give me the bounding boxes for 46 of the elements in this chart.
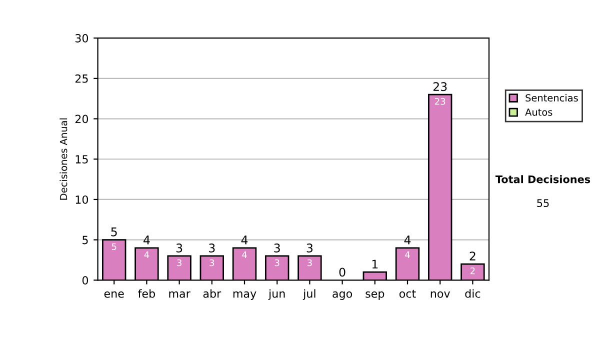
x-tick-label: ene [104, 291, 124, 298]
y-tick-label: 15 [76, 155, 88, 164]
x-tick-label: sep [366, 291, 384, 300]
total-label: 23 [433, 82, 447, 92]
data-label: 4 [242, 251, 247, 258]
x-tick-label: nov [430, 291, 450, 298]
data-label: 23 [435, 98, 446, 105]
total-label: 1 [372, 260, 378, 268]
y-tick-label: 25 [75, 74, 88, 83]
legend-label: Autos [525, 108, 552, 116]
total-label: 3 [274, 244, 280, 252]
data-label: 3 [308, 259, 312, 266]
total-label: 4 [241, 236, 248, 244]
data-label: 5 [112, 243, 116, 250]
x-tick-label: mar [169, 291, 190, 298]
y-tick-label: 10 [76, 195, 88, 204]
y-tick-label: 20 [75, 114, 88, 124]
x-tick-label: abr [203, 289, 222, 298]
x-tick-label: may [233, 291, 256, 300]
x-tick-label: feb [138, 289, 155, 298]
data-label: 3 [274, 259, 280, 266]
total-label: 3 [306, 244, 313, 252]
y-axis-title: Decisiones Anual [60, 118, 68, 200]
x-tick-label: jun [268, 289, 285, 300]
data-label: 3 [210, 259, 214, 266]
x-tick-label: oct [399, 290, 416, 298]
total-label: 4 [144, 236, 150, 244]
data-label: 4 [144, 251, 150, 258]
total-label: 2 [470, 252, 476, 260]
total-label: 3 [176, 244, 182, 252]
y-tick-label: 30 [75, 34, 88, 42]
data-label: 4 [405, 251, 410, 258]
x-tick-label: ago [332, 291, 352, 300]
total-label: 3 [209, 244, 215, 252]
data-label: 2 [470, 267, 475, 274]
x-tick-label: dic [465, 289, 480, 298]
total-label: 0 [339, 268, 346, 277]
total-label: 4 [404, 236, 411, 244]
data-label: 3 [177, 259, 182, 266]
legend-label: Sentencias [526, 94, 578, 102]
y-tick-label: 0 [82, 276, 88, 285]
text: Total Decisiones [495, 175, 590, 184]
x-tick-label: jul [302, 289, 316, 300]
y-tick-label: 5 [82, 236, 88, 244]
total-label: 5 [111, 228, 117, 236]
text: 55 [537, 199, 549, 208]
